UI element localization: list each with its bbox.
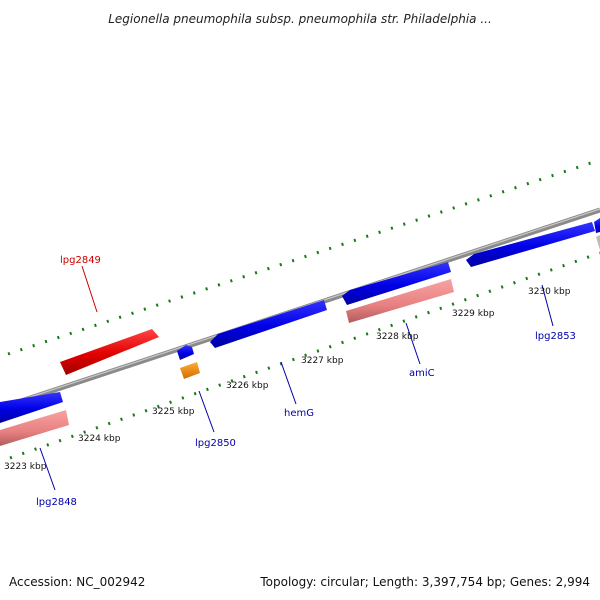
genome-summary-text: Topology: circular; Length: 3,397,754 bp… — [259, 575, 590, 589]
gene-lpg2850-feature[interactable] — [180, 362, 200, 379]
leader-lpg2848 — [39, 447, 56, 491]
accession-text: Accession: NC_002942 — [9, 575, 145, 589]
gene-lpg2853-feature[interactable] — [466, 222, 595, 267]
gene-edge-feature[interactable] — [594, 218, 600, 233]
leader-lpg2853 — [541, 284, 554, 327]
tick-label: 3230 kbp — [528, 287, 571, 297]
tick-label: 3225 kbp — [152, 407, 195, 417]
gene-label-hemG[interactable]: hemG — [284, 408, 314, 419]
gene-lpg2848-feature[interactable] — [0, 392, 63, 423]
gene-amiC-upstream-feature[interactable] — [342, 262, 451, 305]
gene-label-amiC[interactable]: amiC — [409, 368, 435, 379]
leader-amiC — [405, 322, 421, 365]
leader-hemG — [280, 361, 297, 405]
inner-dashed-track — [9, 251, 600, 460]
gene-hemG-feature[interactable] — [210, 300, 327, 348]
gene-label-lpg2849[interactable]: lpg2849 — [60, 255, 101, 266]
tick-label: 3227 kbp — [301, 356, 344, 366]
gene-label-lpg2848[interactable]: lpg2848 — [36, 497, 77, 508]
tick-label: 3223 kbp — [4, 462, 47, 472]
tick-label: 3226 kbp — [226, 381, 269, 391]
tick-label: 3228 kbp — [376, 332, 419, 342]
gene-amiC-feature[interactable] — [346, 279, 454, 323]
gene-edge-grey-feature — [596, 235, 600, 250]
leader-lpg2849 — [81, 265, 98, 313]
leader-lpg2850 — [198, 390, 215, 433]
gene-label-lpg2850[interactable]: lpg2850 — [195, 438, 236, 449]
tick-label: 3229 kbp — [452, 309, 495, 319]
gene-lpg2848-rna-feature[interactable] — [0, 410, 69, 446]
tick-label: 3224 kbp — [78, 434, 121, 444]
map-title: Legionella pneumophila subsp. pneumophil… — [108, 12, 492, 26]
gene-lpg2850-small-feature[interactable] — [177, 345, 194, 360]
gene-label-lpg2853[interactable]: lpg2853 — [535, 331, 576, 342]
gene-lpg2849-feature[interactable] — [60, 329, 159, 375]
